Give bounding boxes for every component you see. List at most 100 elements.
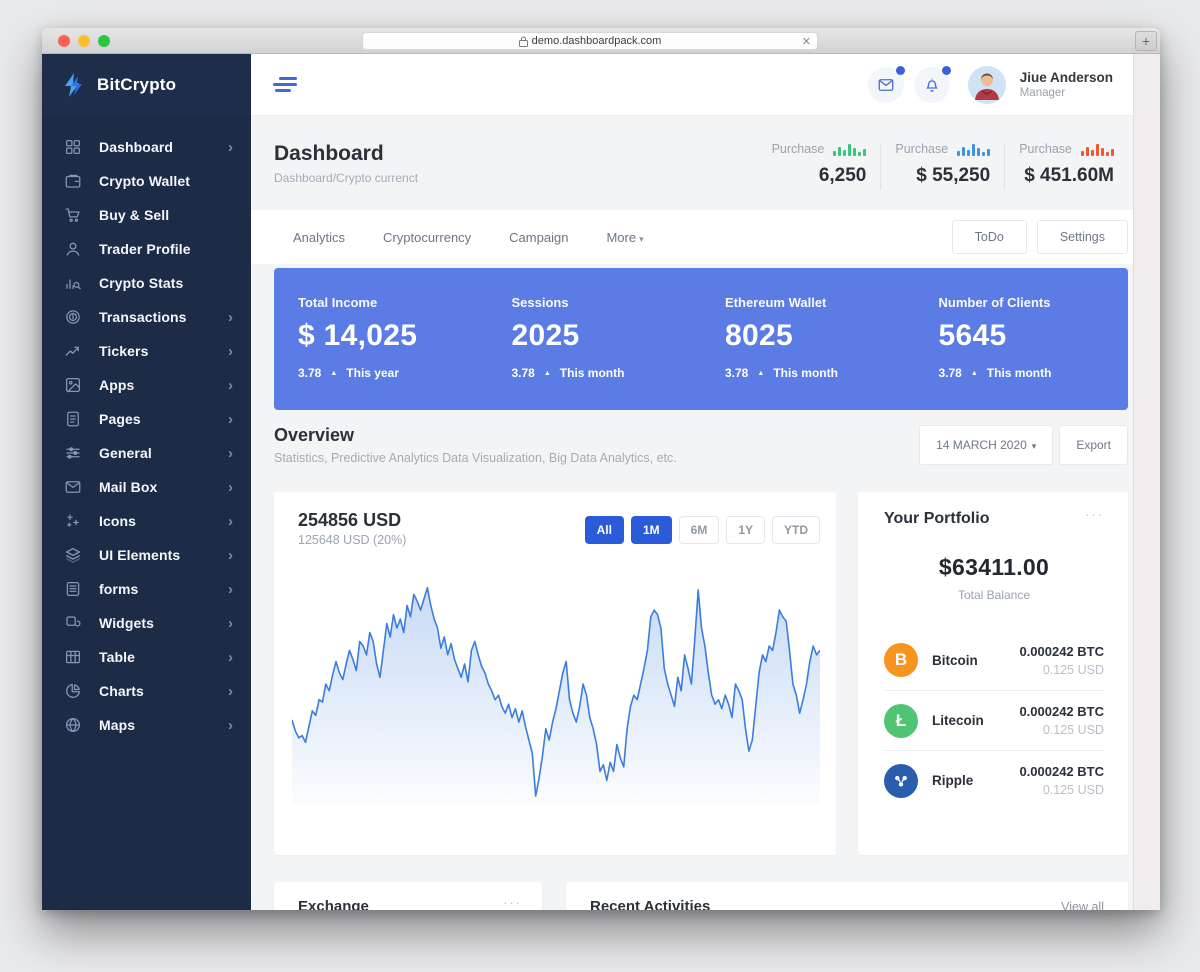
tab-cryptocurrency[interactable]: Cryptocurrency	[383, 229, 472, 245]
close-tab-icon[interactable]: ✕	[801, 35, 811, 48]
chevron-right-icon: ›	[228, 580, 233, 598]
sidebar-item-crypto-wallet[interactable]: Crypto Wallet	[42, 164, 251, 198]
asset-name: Ripple	[932, 773, 974, 788]
sidebar-item-label: UI Elements	[99, 547, 181, 563]
sidebar-item-ui-elements[interactable]: UI Elements ›	[42, 538, 251, 572]
stat-total-income: Total Income $ 14,025 3.78 ▲ This year	[274, 295, 488, 410]
sidebar-item-label: Dashboard	[99, 139, 174, 155]
zoom-window-button[interactable]	[98, 35, 110, 47]
sidebar-item-label: Icons	[99, 513, 137, 529]
range-1y-button[interactable]: 1Y	[726, 516, 765, 544]
settings-button[interactable]: Settings	[1036, 220, 1128, 254]
stat-period: This month	[986, 366, 1052, 380]
more-options-icon[interactable]: ···	[1085, 507, 1104, 522]
asset-usd: 0.125 USD	[1042, 723, 1104, 737]
asset-values: 0.000242 BTC 0.125 USD	[1019, 704, 1104, 737]
stat-period: This month	[559, 366, 625, 380]
sidebar-item-table[interactable]: Table ›	[42, 640, 251, 674]
coin-icon	[64, 308, 82, 326]
stat-change-value: 3.78	[938, 366, 962, 380]
notifications-button[interactable]	[913, 65, 951, 103]
divider	[1004, 144, 1006, 190]
stat-value: 2025	[511, 319, 580, 352]
sidebar-item-charts[interactable]: Charts ›	[42, 674, 251, 708]
asset-row-ripple: Ripple 0.000242 BTC 0.125 USD	[884, 750, 1104, 810]
stat-change: 3.78 ▲ This month	[939, 366, 1129, 380]
export-button[interactable]: Export	[1059, 425, 1128, 465]
range-ytd-button[interactable]: YTD	[772, 516, 820, 544]
messages-button[interactable]	[867, 65, 905, 103]
avatar[interactable]	[967, 65, 1006, 104]
ripple-icon	[884, 763, 918, 798]
view-all-link[interactable]: View all	[1061, 900, 1104, 910]
more-options-icon[interactable]: ···	[503, 895, 522, 910]
sidebar-item-general[interactable]: General ›	[42, 436, 251, 470]
chevron-right-icon: ›	[228, 376, 233, 394]
tab-more[interactable]: More ▾	[606, 229, 644, 245]
sliders-icon	[64, 444, 82, 462]
sidebar-item-apps[interactable]: Apps ›	[42, 368, 251, 402]
exchange-title: Exchange	[298, 898, 369, 910]
sidebar-item-crypto-stats[interactable]: Crypto Stats	[42, 266, 251, 300]
area-chart	[292, 575, 820, 805]
new-tab-button[interactable]: +	[1135, 31, 1157, 51]
purchase-value: $ 55,250	[916, 165, 991, 186]
range-all-button[interactable]: All	[584, 516, 624, 544]
chevron-right-icon: ›	[228, 410, 233, 428]
stat-period: This month	[773, 366, 838, 380]
purchase-value: 6,250	[818, 165, 867, 186]
grid-icon	[64, 138, 82, 156]
chevron-right-icon: ›	[228, 682, 233, 700]
tab-campaign[interactable]: Campaign	[509, 229, 569, 245]
chart-sub-value: 125648 USD (20%)	[298, 533, 407, 547]
user-name: Jiue Anderson	[1019, 70, 1113, 85]
sidebar-item-maps[interactable]: Maps ›	[42, 708, 251, 742]
sidebar-item-pages[interactable]: Pages ›	[42, 402, 251, 436]
purchase-label: Purchase	[771, 142, 825, 156]
sidebar-item-widgets[interactable]: Widgets ›	[42, 606, 251, 640]
sidebar-item-icons[interactable]: Icons ›	[42, 504, 251, 538]
close-window-button[interactable]	[58, 35, 70, 47]
stat-change-value: 3.78	[725, 366, 749, 380]
tab-analytics[interactable]: Analytics	[293, 229, 346, 245]
range-selector: All 1M 6M 1Y YTD	[584, 516, 820, 544]
minimize-window-button[interactable]	[78, 35, 90, 47]
litecoin-icon: Ł	[884, 703, 918, 738]
chevron-right-icon: ›	[228, 342, 233, 360]
sidebar-item-label: Charts	[99, 683, 144, 699]
page-scrollbar[interactable]	[1133, 54, 1160, 910]
hamburger-menu-button[interactable]	[273, 76, 297, 93]
overview-chart-card: 254856 USD 125648 USD (20%) All 1M 6M 1Y YTD	[274, 492, 836, 855]
address-bar[interactable]: demo.dashboardpack.com ✕	[362, 32, 818, 50]
sidebar-item-forms[interactable]: forms ›	[42, 572, 251, 606]
sidebar-item-label: Table	[99, 649, 136, 665]
recent-activities-title: Recent Activities	[590, 898, 711, 910]
purchase-value: $ 451.60M	[1024, 165, 1114, 186]
sidebar-item-label: Tickers	[99, 343, 149, 359]
range-1m-button[interactable]: 1M	[630, 516, 672, 544]
overview-title: Overview	[274, 425, 355, 445]
sidebar-item-label: Apps	[99, 377, 135, 393]
sidebar-item-mail-box[interactable]: Mail Box ›	[42, 470, 251, 504]
recent-activities-card: Recent Activities View all	[566, 882, 1128, 910]
stats-band: Total Income $ 14,025 3.78 ▲ This year Sessio…	[274, 268, 1128, 410]
range-6m-button[interactable]: 6M	[678, 516, 720, 544]
layers-icon	[64, 546, 82, 564]
sidebar-item-tickers[interactable]: Tickers ›	[42, 334, 251, 368]
stat-period: This year	[346, 366, 399, 380]
sidebar-item-trader-profile[interactable]: Trader Profile	[42, 232, 251, 266]
todo-button[interactable]: ToDo	[951, 220, 1027, 254]
traffic-lights	[58, 35, 110, 47]
date-range-button[interactable]: 14 MARCH 2020 ▾	[919, 425, 1054, 465]
brand-name: BitCrypto	[97, 75, 177, 94]
overview-subtitle: Statistics, Predictive Analytics Data Vi…	[274, 451, 677, 465]
brand[interactable]: BitCrypto	[42, 54, 251, 116]
sidebar-item-buy-sell[interactable]: Buy & Sell	[42, 198, 251, 232]
table-icon	[64, 648, 82, 666]
sidebar-item-dashboard[interactable]: Dashboard ›	[42, 130, 251, 164]
stat-change: 3.78 ▲ This month	[725, 366, 915, 380]
stat-label: Total Income	[298, 295, 378, 310]
mail-icon	[878, 78, 894, 91]
user-meta[interactable]: Jiue Anderson Manager	[1020, 70, 1113, 99]
sidebar-item-transactions[interactable]: Transactions ›	[42, 300, 251, 334]
